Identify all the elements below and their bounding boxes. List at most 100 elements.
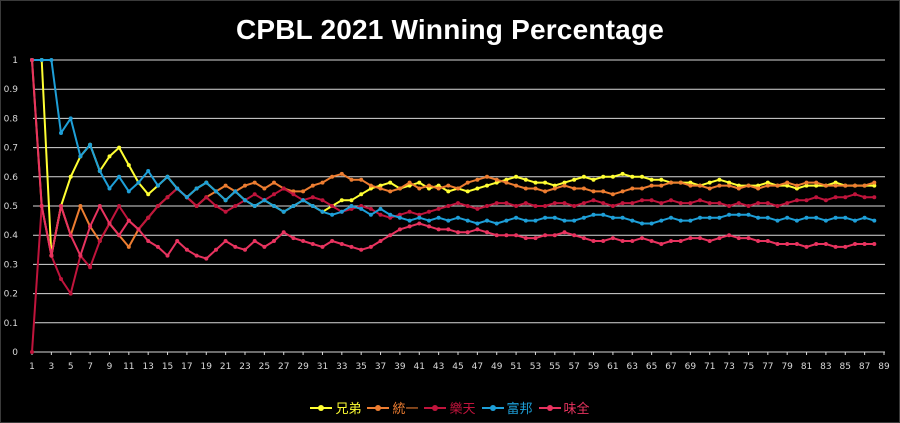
data-point	[572, 204, 577, 208]
data-point	[359, 247, 364, 252]
data-point	[368, 244, 373, 249]
data-point	[610, 236, 615, 241]
data-point	[562, 218, 567, 223]
data-point	[97, 204, 102, 208]
data-point	[678, 218, 683, 223]
data-point	[427, 183, 431, 188]
data-point	[591, 198, 596, 203]
data-point	[610, 192, 615, 197]
data-point	[485, 204, 489, 208]
data-point	[678, 180, 683, 185]
data-point	[446, 218, 451, 223]
data-point	[620, 239, 625, 243]
x-tick-label: 49	[491, 362, 503, 372]
data-point	[862, 183, 867, 188]
data-point	[543, 215, 548, 220]
data-point	[736, 201, 741, 206]
data-point	[465, 230, 470, 235]
data-point	[736, 236, 741, 241]
data-point	[368, 212, 373, 217]
x-tick-label: 27	[278, 362, 289, 372]
data-point	[833, 244, 838, 249]
series-5	[30, 58, 877, 261]
y-tick-label: 0	[12, 348, 18, 358]
data-point	[727, 212, 732, 217]
y-tick-label: 0.9	[4, 85, 19, 95]
data-point	[833, 180, 838, 185]
data-point	[843, 244, 848, 249]
axis-layer: 00.10.20.30.40.50.60.70.80.911 3 5 7 9 11 13 15…	[4, 56, 890, 372]
series-line	[32, 59, 875, 225]
data-point	[765, 183, 770, 188]
data-point	[301, 198, 306, 203]
x-tick-label: 41	[414, 362, 425, 372]
data-point	[698, 198, 702, 203]
data-point	[107, 221, 112, 226]
data-point	[727, 183, 732, 188]
data-point	[707, 180, 712, 185]
data-point	[804, 198, 809, 203]
data-point	[233, 204, 238, 208]
data-point	[794, 218, 799, 223]
data-point	[543, 189, 548, 194]
data-point	[543, 204, 548, 208]
data-point	[88, 224, 93, 229]
data-point	[456, 230, 460, 235]
series-4	[30, 58, 877, 226]
data-point	[465, 218, 470, 223]
data-point	[68, 233, 73, 238]
data-point	[407, 218, 412, 223]
data-point	[494, 177, 499, 182]
data-point	[601, 189, 606, 194]
data-point	[359, 204, 364, 208]
data-point	[756, 183, 761, 188]
legend-swatch	[481, 403, 504, 413]
data-point	[620, 171, 625, 176]
data-point	[872, 218, 877, 223]
x-tick-label: 15	[162, 362, 173, 372]
data-point	[136, 227, 141, 232]
data-point	[475, 221, 480, 226]
data-point	[427, 186, 431, 191]
grid-layer	[33, 59, 885, 353]
data-point	[136, 180, 141, 185]
data-point	[223, 198, 228, 203]
legend-label: 樂天	[449, 402, 476, 417]
data-point	[262, 186, 267, 191]
data-point	[649, 239, 654, 243]
data-point	[514, 183, 519, 188]
data-point	[223, 183, 228, 188]
x-tick-label: 51	[510, 362, 521, 372]
data-point	[465, 180, 470, 185]
data-point	[717, 183, 722, 188]
legend-label: 兄弟	[335, 402, 362, 417]
data-point	[823, 198, 828, 203]
series-3	[30, 186, 877, 354]
x-tick-label: 1	[29, 362, 35, 372]
data-point	[640, 221, 644, 226]
data-point	[581, 201, 586, 206]
x-tick-label: 69	[685, 362, 697, 372]
data-point	[833, 195, 838, 200]
series-layer	[30, 58, 877, 354]
data-point	[717, 236, 722, 241]
data-point	[698, 215, 702, 220]
data-point	[591, 177, 596, 182]
data-point	[214, 189, 218, 194]
data-point	[581, 186, 586, 191]
data-point	[397, 212, 402, 217]
data-point	[494, 221, 499, 226]
data-point	[640, 236, 644, 241]
data-point	[533, 218, 538, 223]
data-point	[814, 195, 819, 200]
data-point	[552, 233, 557, 238]
y-tick-label: 0.3	[4, 260, 18, 270]
data-point	[746, 183, 751, 188]
series-2	[30, 58, 877, 258]
data-point	[436, 186, 441, 191]
data-point	[746, 204, 751, 208]
data-point	[543, 233, 548, 238]
data-point	[223, 209, 228, 214]
x-tick-label: 3	[48, 362, 54, 372]
data-point	[446, 204, 451, 208]
